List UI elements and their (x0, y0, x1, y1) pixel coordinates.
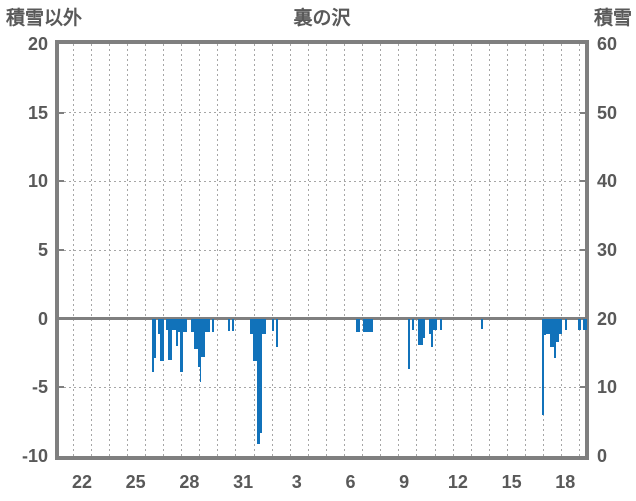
data-bar (201, 318, 205, 358)
data-bar (546, 318, 550, 335)
data-bar (194, 318, 199, 349)
data-bar (152, 318, 155, 373)
data-bar (261, 318, 266, 334)
data-bar (160, 318, 164, 362)
left-axis-tick-label: 10 (27, 171, 48, 192)
x-axis-tick-label: 25 (125, 472, 146, 492)
x-axis-tick-label: 6 (345, 472, 356, 492)
x-axis-tick-label: 18 (555, 472, 576, 492)
x-axis-tick-label: 28 (179, 472, 200, 492)
right-axis-tick-label: 20 (597, 308, 618, 329)
data-bar (275, 318, 279, 348)
data-bar (183, 318, 187, 332)
data-bar (582, 318, 585, 330)
value-gridline (59, 386, 585, 388)
data-bar (363, 318, 374, 332)
data-bar (358, 318, 360, 332)
x-axis-tick-label: 9 (399, 472, 410, 492)
left-axis-tick-label: -5 (31, 377, 48, 398)
data-bar (191, 318, 194, 332)
x-axis-tick-label: 15 (501, 472, 522, 492)
data-bar (231, 318, 234, 332)
data-bar (205, 318, 210, 332)
chart-title: 裏の沢 (293, 8, 351, 29)
right-axis-title: 積雪 (593, 8, 632, 29)
right-axis-tick (580, 386, 585, 389)
data-bar (559, 318, 562, 335)
right-axis-tick-label: 0 (597, 446, 608, 466)
data-bar (430, 318, 433, 347)
data-bar (168, 318, 172, 360)
left-axis-tick (59, 249, 64, 251)
data-bar (180, 318, 183, 373)
data-bar (578, 318, 581, 330)
data-bar (418, 318, 423, 346)
data-bar (585, 318, 588, 330)
data-bar (198, 318, 200, 367)
data-bar (541, 318, 544, 415)
data-bar (250, 318, 254, 334)
data-bar (166, 318, 168, 330)
x-axis-tick-label: 22 (71, 472, 93, 492)
left-axis-tick (59, 317, 64, 320)
data-bar (158, 318, 161, 334)
left-axis-title: 積雪以外 (6, 8, 83, 29)
data-bar (172, 318, 176, 330)
data-bar (408, 318, 410, 369)
right-axis-tick (580, 180, 585, 183)
data-bar (550, 318, 554, 348)
data-bar (199, 318, 202, 382)
data-bar (253, 318, 257, 362)
right-axis-tick-label: 50 (597, 102, 618, 123)
data-bar (480, 318, 483, 329)
data-bar (422, 318, 425, 338)
left-axis-tick-label: 0 (37, 308, 48, 329)
right-axis-tick-label: 60 (597, 34, 618, 54)
data-bar (565, 318, 568, 330)
data-bar (440, 318, 443, 330)
data-bar (178, 318, 180, 332)
left-axis-tick-label: 5 (37, 240, 48, 260)
x-axis-tick-label: 12 (447, 472, 468, 492)
data-bar (554, 318, 556, 359)
data-bar (154, 318, 157, 359)
data-bar (212, 318, 214, 333)
data-bar (256, 318, 260, 444)
data-bar (544, 318, 546, 336)
data-bar (271, 318, 274, 332)
value-gridline (59, 180, 585, 182)
data-bar (260, 318, 262, 433)
left-axis-tick-label: -10 (21, 446, 48, 466)
x-axis-tick-label: 31 (233, 472, 254, 492)
data-bar (356, 318, 358, 332)
right-axis-tick (580, 249, 585, 251)
data-bar (412, 318, 414, 330)
data-bar (432, 318, 437, 330)
right-axis-tick-label: 10 (597, 377, 618, 398)
right-axis-tick-label: 40 (597, 171, 618, 192)
right-axis-tick (580, 317, 585, 320)
right-axis-tick-label: 30 (597, 240, 618, 260)
x-axis-tick-label: 3 (291, 472, 302, 492)
left-axis-tick-label: 20 (27, 34, 48, 54)
right-axis-tick (580, 111, 585, 114)
left-axis-tick (59, 180, 64, 183)
left-axis-tick-label: 15 (27, 102, 48, 123)
data-bar (227, 318, 230, 332)
zero-axis-line (59, 317, 585, 321)
data-bar (176, 318, 178, 347)
data-bar (556, 318, 560, 342)
left-axis-tick (59, 111, 64, 114)
value-gridline (59, 249, 585, 251)
data-bar (428, 318, 431, 334)
plot-area (55, 40, 589, 460)
value-gridline (59, 112, 585, 114)
left-axis-tick (59, 386, 64, 389)
